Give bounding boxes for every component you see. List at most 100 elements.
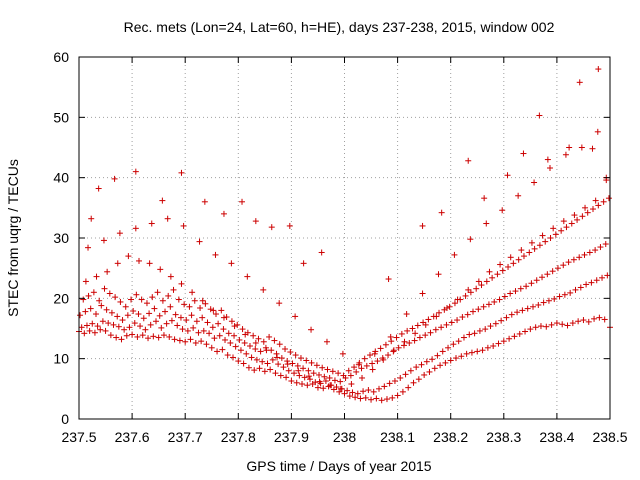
data-point bbox=[115, 323, 122, 330]
data-point bbox=[360, 388, 367, 395]
data-point bbox=[369, 366, 376, 373]
data-point bbox=[85, 292, 92, 299]
data-point bbox=[345, 367, 352, 374]
data-point bbox=[395, 344, 402, 351]
data-point bbox=[138, 296, 145, 303]
data-point bbox=[339, 350, 346, 357]
data-point bbox=[443, 304, 450, 311]
x-tick-label: 237.6 bbox=[115, 429, 150, 445]
data-point bbox=[303, 357, 310, 364]
x-tick-label: 238 bbox=[333, 429, 357, 445]
data-point bbox=[166, 333, 173, 340]
data-point bbox=[451, 251, 458, 258]
data-point bbox=[537, 323, 544, 330]
data-point bbox=[489, 274, 496, 281]
data-point bbox=[574, 216, 581, 223]
data-point bbox=[212, 251, 219, 258]
data-point bbox=[436, 309, 443, 316]
data-point bbox=[228, 260, 235, 267]
data-point bbox=[273, 350, 280, 357]
data-point bbox=[142, 326, 149, 333]
data-point bbox=[545, 297, 552, 304]
data-point bbox=[498, 317, 505, 324]
data-point bbox=[471, 330, 478, 337]
data-point bbox=[507, 290, 514, 297]
data-point bbox=[199, 314, 206, 321]
data-point bbox=[196, 238, 203, 245]
data-point bbox=[516, 330, 523, 337]
data-point bbox=[397, 374, 404, 381]
data-point bbox=[286, 222, 293, 229]
data-point bbox=[101, 285, 108, 292]
data-point bbox=[536, 112, 543, 119]
data-point bbox=[244, 273, 251, 280]
y-tick-label: 10 bbox=[53, 351, 69, 367]
data-point bbox=[322, 377, 329, 384]
data-point bbox=[592, 247, 599, 254]
data-point bbox=[82, 278, 89, 285]
data-point bbox=[602, 241, 609, 248]
data-point bbox=[590, 206, 597, 213]
data-point bbox=[93, 273, 100, 280]
data-point bbox=[400, 342, 407, 349]
data-point bbox=[310, 370, 317, 377]
data-point bbox=[584, 209, 591, 216]
data-point bbox=[251, 367, 258, 374]
data-point bbox=[595, 202, 602, 209]
data-point bbox=[348, 381, 355, 388]
data-point bbox=[163, 320, 170, 327]
data-point bbox=[324, 366, 331, 373]
data-point bbox=[467, 236, 474, 243]
data-point bbox=[99, 318, 106, 325]
data-point bbox=[280, 364, 287, 371]
data-point bbox=[118, 336, 125, 343]
data-point bbox=[305, 367, 312, 374]
data-point bbox=[98, 302, 105, 309]
data-point bbox=[580, 317, 587, 324]
data-point bbox=[88, 215, 95, 222]
data-point bbox=[199, 297, 206, 304]
data-point bbox=[442, 359, 449, 366]
data-point bbox=[234, 321, 241, 328]
data-point bbox=[581, 251, 588, 258]
data-point bbox=[592, 197, 599, 204]
x-tick-label: 237.8 bbox=[221, 429, 256, 445]
data-point bbox=[483, 278, 490, 285]
data-point bbox=[137, 323, 144, 330]
data-point bbox=[358, 365, 365, 372]
data-point bbox=[240, 360, 247, 367]
data-point bbox=[562, 151, 569, 158]
data-point bbox=[520, 253, 527, 260]
data-point bbox=[253, 356, 260, 363]
chart-title: Rec. mets (Lon=24, Lat=60, h=HE), days 2… bbox=[124, 19, 555, 35]
data-point bbox=[81, 330, 88, 337]
data-point bbox=[184, 327, 191, 334]
data-point bbox=[288, 377, 295, 384]
data-point bbox=[191, 297, 198, 304]
data-point bbox=[385, 352, 392, 359]
data-point bbox=[551, 295, 558, 302]
data-point bbox=[132, 225, 139, 232]
data-point bbox=[228, 318, 235, 325]
y-tick-labels: 0 10 20 30 40 50 60 bbox=[53, 49, 69, 427]
data-point bbox=[366, 352, 373, 359]
data-point bbox=[195, 329, 202, 336]
data-point bbox=[284, 358, 291, 365]
data-point bbox=[128, 296, 135, 303]
data-point bbox=[390, 347, 397, 354]
data-point bbox=[351, 364, 358, 371]
data-point bbox=[528, 239, 535, 246]
data-point bbox=[287, 349, 294, 356]
data-point bbox=[474, 348, 481, 355]
data-point bbox=[422, 332, 429, 339]
data-point bbox=[373, 395, 380, 402]
data-point bbox=[344, 387, 351, 394]
data-point bbox=[308, 326, 315, 333]
data-point bbox=[591, 315, 598, 322]
data-point bbox=[462, 292, 469, 299]
data-point bbox=[164, 215, 171, 222]
data-point bbox=[190, 324, 197, 331]
data-point bbox=[415, 376, 422, 383]
data-point bbox=[465, 157, 472, 164]
data-point bbox=[114, 260, 121, 267]
